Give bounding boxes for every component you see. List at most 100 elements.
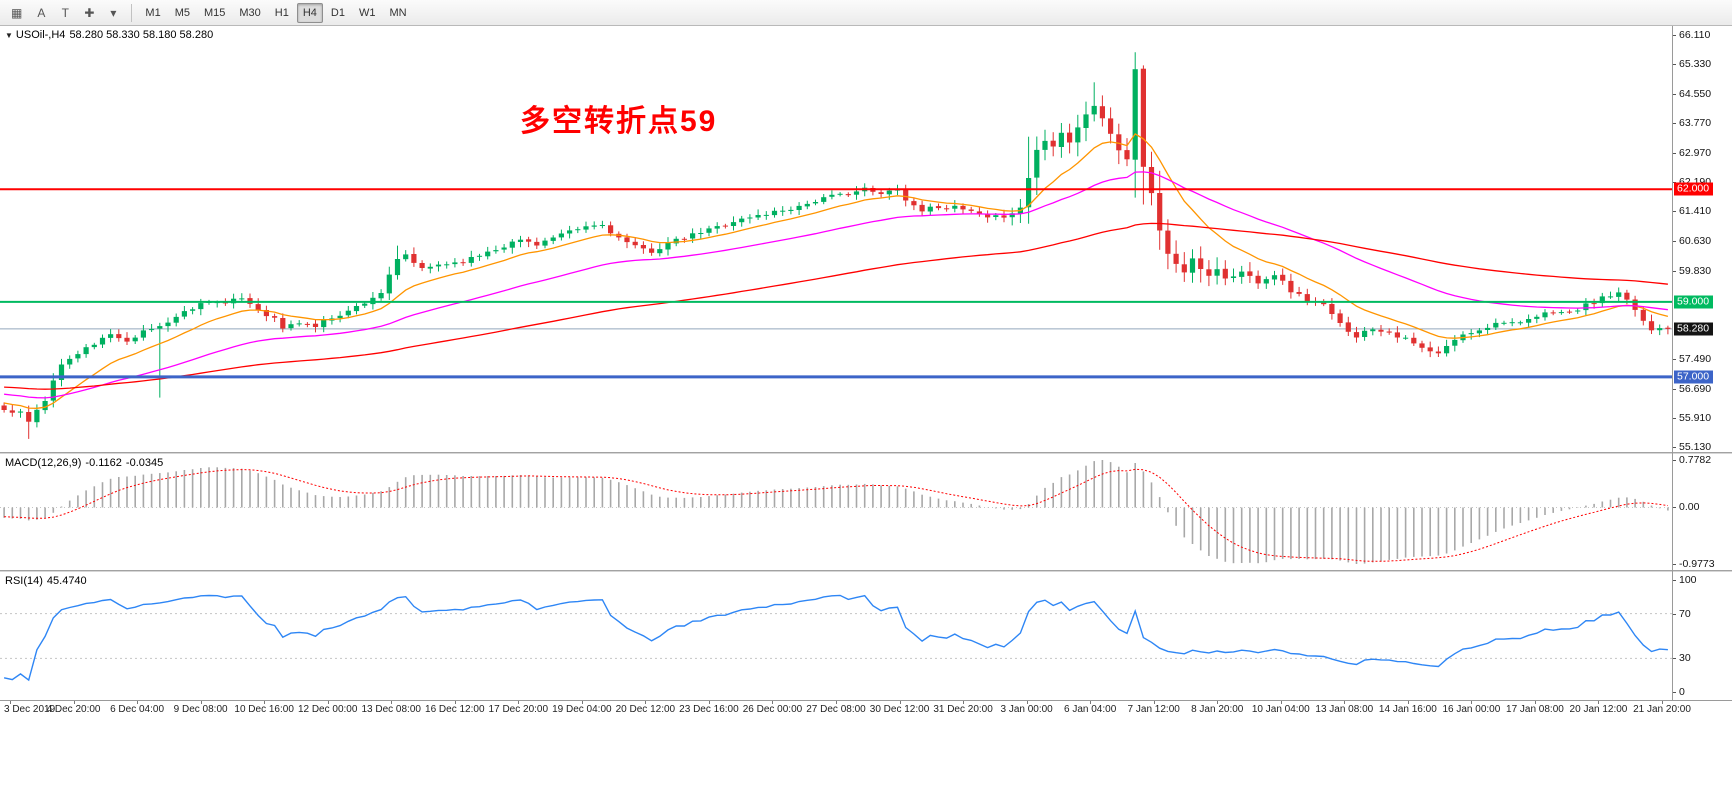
grid-icon[interactable]: ▦ (11, 5, 23, 20)
macd-histogram (3, 460, 1669, 564)
price-axis-tick (1672, 211, 1676, 213)
ohlc-values: 58.280 58.330 58.180 58.280 (69, 29, 214, 41)
rsi-axis-tick (1672, 613, 1676, 615)
price-axis-label: 62.970 (1679, 146, 1712, 159)
time-axis[interactable]: 3 Dec 2019 4 Dec 20:00 6 Dec 04:00 9 Dec 08… (0, 700, 1732, 716)
time-axis-tick (899, 701, 901, 704)
price-axis-label: 63.770 (1679, 116, 1712, 129)
toolbar-separator (131, 3, 133, 22)
time-axis-tick (963, 701, 965, 704)
timeframe-button-d1[interactable]: D1 (330, 6, 345, 19)
time-axis-label: 4 Dec 20:00 (46, 704, 101, 715)
macd-main-value: -0.1162 (85, 457, 122, 469)
macd-axis-tick (1672, 460, 1676, 461)
rsi-axis-label: 0 (1679, 686, 1685, 698)
price-axis-tick (1672, 64, 1676, 66)
time-axis-tick (518, 701, 520, 704)
time-axis-tick (1344, 701, 1346, 704)
symbol-dropdown-icon[interactable]: ▼ (5, 31, 13, 40)
time-axis-label: 20 Jan 12:00 (1569, 704, 1628, 715)
time-axis-label: 30 Dec 12:00 (869, 704, 930, 715)
bottom-filler (0, 716, 1732, 791)
timeframe-button-m30[interactable]: M30 (239, 6, 261, 19)
ma-slow-line[interactable] (4, 222, 1668, 390)
price-axis-label: 55.910 (1679, 411, 1712, 424)
time-axis-label: 8 Jan 20:00 (1191, 704, 1244, 715)
price-badge-59.000: 59.000 (1674, 295, 1714, 309)
timeframe-button-w1[interactable]: W1 (358, 6, 376, 19)
time-axis-label: 17 Jan 08:00 (1506, 704, 1564, 715)
price-axis-tick (1672, 93, 1676, 95)
time-axis-label: 27 Dec 08:00 (806, 704, 866, 715)
toolbar-icon-group: ▦ A T ✚ ▾ (4, 3, 125, 23)
ma-fast-line[interactable] (3, 133, 1669, 409)
rsi-name: RSI(14) (5, 575, 43, 587)
rsi-axis-label: 30 (1679, 652, 1691, 665)
price-axis-label: 61.410 (1679, 205, 1712, 218)
time-axis-tick (1407, 701, 1409, 704)
candles (1, 52, 1671, 439)
rsi-axis-tick (1672, 692, 1676, 693)
time-axis-tick (581, 701, 583, 704)
time-axis-label: 17 Dec 20:00 (488, 704, 549, 715)
macd-signal-line (4, 468, 1668, 562)
ma-medium-line[interactable] (4, 171, 1668, 399)
timeframe-button-m5[interactable]: M5 (174, 6, 190, 19)
time-axis-label: 9 Dec 08:00 (173, 704, 228, 715)
timeframe-button-group: M1 M5 M15 M30 H1 H4 D1 W1 MN (138, 2, 413, 23)
price-axis-tick (1672, 358, 1676, 360)
time-axis-tick (264, 701, 266, 704)
price-axis-label: 60.630 (1679, 234, 1712, 247)
macd-pane: MACD(12,26,9) -0.1162 -0.0345 0.7782 0.00 -0… (0, 454, 1732, 570)
time-axis-tick (200, 701, 202, 704)
time-axis-tick (10, 701, 11, 704)
time-axis-tick (391, 701, 393, 704)
price-badge-62.000: 62.000 (1674, 182, 1714, 196)
rsi-value: 45.4740 (46, 575, 87, 587)
rsi-axis-tick (1672, 658, 1676, 660)
time-axis-tick (1598, 701, 1600, 704)
macd-axis-label: 0.7782 (1679, 454, 1712, 466)
timeframe-button-m1[interactable]: M1 (145, 6, 161, 19)
time-axis-tick (836, 701, 837, 704)
time-axis-label: 16 Jan 00:00 (1442, 704, 1501, 715)
timeframe-button-h1[interactable]: H1 (274, 6, 289, 19)
time-axis-label: 20 Dec 12:00 (615, 704, 676, 715)
macd-name: MACD(12,26,9) (5, 457, 82, 469)
timeframe-button-m15[interactable]: M15 (203, 6, 226, 19)
chart-title: ▼ USOil-,H4 58.280 58.330 58.180 58.280 (5, 29, 217, 41)
dropdown-caret-icon[interactable]: ▾ (110, 5, 117, 20)
main-chart-svg (0, 52, 1672, 439)
pane-separator[interactable] (0, 570, 1732, 572)
price-axis-tick (1672, 182, 1676, 184)
letter-t-icon[interactable]: T (61, 5, 70, 20)
crosshair-icon[interactable]: ✚ (84, 5, 95, 20)
chart-text-annotation[interactable]: 多空转折点59 (520, 105, 718, 138)
letter-a-icon[interactable]: A (37, 5, 46, 20)
macd-signal-value: -0.0345 (125, 457, 164, 469)
pane-separator[interactable] (0, 452, 1732, 454)
price-axis-tick (1672, 388, 1676, 390)
price-badge-57.000: 57.000 (1674, 370, 1714, 384)
rsi-svg (0, 594, 1672, 682)
macd-svg (0, 460, 1672, 564)
price-axis-label: 65.330 (1679, 58, 1712, 71)
timeframe-button-mn[interactable]: MN (389, 6, 407, 19)
time-axis-tick (137, 701, 139, 704)
price-axis-border[interactable] (1672, 26, 1673, 716)
time-axis-tick (645, 701, 647, 704)
price-axis-label: 57.490 (1679, 352, 1712, 365)
time-axis-label: 23 Dec 16:00 (679, 704, 739, 715)
main-chart-pane: ▼ USOil-,H4 58.280 58.330 58.180 58.280 多空… (0, 26, 1732, 453)
time-axis-label: 3 Dec 2019 (4, 704, 56, 715)
time-axis-tick (772, 701, 774, 704)
time-axis-label: 19 Dec 04:00 (552, 704, 612, 715)
price-axis-tick (1672, 240, 1676, 242)
price-axis-tick (1672, 417, 1676, 419)
rsi-line (3, 594, 1668, 682)
time-axis-tick (1662, 701, 1663, 704)
time-axis-label: 10 Dec 16:00 (234, 704, 294, 715)
time-axis-tick (454, 701, 456, 704)
timeframe-button-h4[interactable]: H4 (296, 2, 323, 23)
price-axis-tick (1672, 122, 1676, 124)
